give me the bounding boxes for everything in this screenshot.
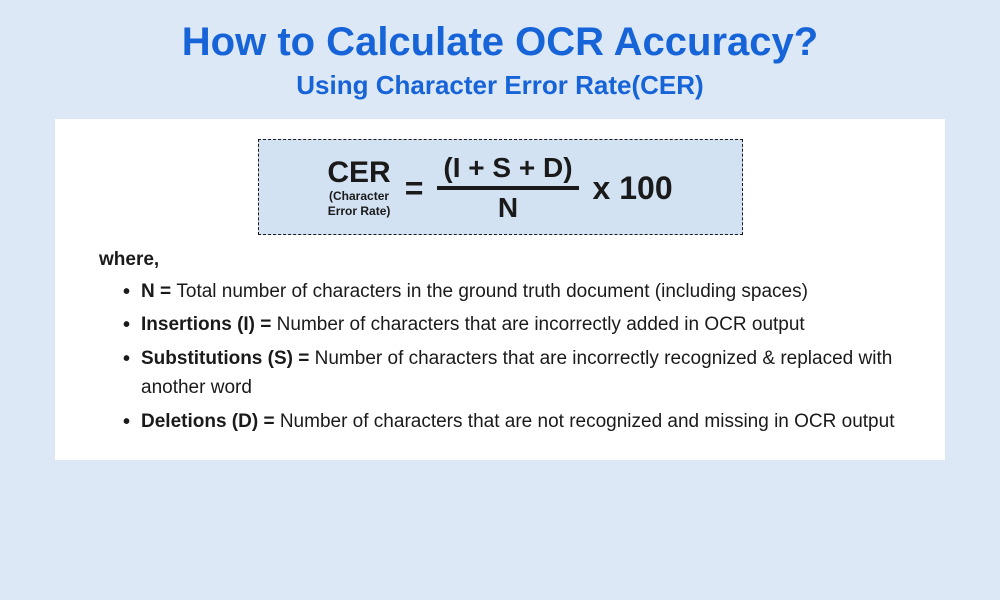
numerator: (I + S + D): [437, 152, 578, 186]
cer-sub-line2: Error Rate): [327, 205, 390, 218]
formula-box: CER (Character Error Rate) = (I + S + D)…: [258, 139, 743, 235]
page-title: How to Calculate OCR Accuracy?: [30, 20, 970, 65]
definition-item: Deletions (D) = Number of characters tha…: [123, 407, 905, 436]
where-label: where,: [99, 249, 905, 271]
multiplier: x 100: [593, 170, 673, 207]
definition-item: Insertions (I) = Number of characters th…: [123, 310, 905, 339]
cer-label: CER (Character Error Rate): [327, 158, 390, 218]
page-container: How to Calculate OCR Accuracy? Using Cha…: [0, 0, 1000, 460]
desc-i: Number of characters that are incorrectl…: [277, 314, 805, 335]
content-box: CER (Character Error Rate) = (I + S + D)…: [55, 119, 945, 460]
desc-d: Number of characters that are not recogn…: [280, 411, 895, 432]
definition-item: Substitutions (S) = Number of characters…: [123, 344, 905, 403]
fraction: (I + S + D) N: [437, 152, 578, 224]
definition-item: N = Total number of characters in the gr…: [123, 277, 905, 306]
equals-sign: =: [405, 170, 424, 207]
page-subtitle: Using Character Error Rate(CER): [30, 70, 970, 101]
denominator: N: [498, 190, 518, 224]
definitions-list: N = Total number of characters in the gr…: [95, 277, 905, 436]
term-d: Deletions (D) =: [141, 411, 280, 432]
cer-main-text: CER: [327, 158, 390, 188]
term-n: N =: [141, 281, 176, 302]
term-s: Substitutions (S) =: [141, 348, 315, 369]
cer-sub-line1: (Character: [327, 190, 390, 203]
term-i: Insertions (I) =: [141, 314, 277, 335]
desc-n: Total number of characters in the ground…: [176, 281, 808, 302]
